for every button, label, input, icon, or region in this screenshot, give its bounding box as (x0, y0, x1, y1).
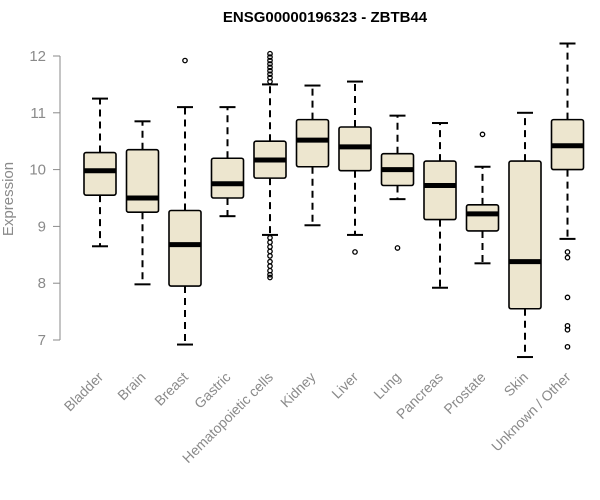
box-bladder (83, 97, 117, 248)
outlier-point (564, 249, 571, 255)
outlier-point (564, 326, 571, 333)
outlier-point (267, 274, 273, 281)
box-gastric (210, 106, 245, 218)
outlier-point (394, 245, 401, 251)
iqr-box (210, 157, 245, 199)
iqr-box (423, 160, 457, 221)
y-axis: 7 8 9 10 11 12 (29, 48, 61, 349)
outlier-point (182, 57, 188, 64)
y-tick-label: 10 (29, 162, 46, 179)
box-kidney (295, 84, 330, 227)
y-axis-title: Expression (0, 162, 17, 236)
iqr-box (168, 209, 202, 287)
outlier-point (267, 57, 273, 64)
boxes (83, 42, 585, 359)
outlier-point (267, 253, 273, 259)
x-category-label: Bladder (61, 369, 107, 415)
box-liver (338, 80, 372, 255)
outlier-point (267, 54, 273, 60)
x-category-label: Liver (328, 369, 361, 402)
y-tick-label: 8 (38, 275, 46, 292)
outlier-point (267, 263, 273, 270)
box-lung (380, 114, 415, 251)
outlier-point (267, 61, 273, 67)
outlier-point (267, 74, 273, 81)
iqr-box (295, 118, 330, 168)
y-tick-label: 11 (30, 105, 46, 122)
box-brain (125, 120, 160, 286)
x-category-label: Unknown / Other (488, 369, 574, 455)
x-category-label: Breast (151, 369, 191, 409)
x-category-label: Pancreas (393, 369, 446, 422)
outlier-point (564, 343, 571, 350)
chart-title: ENSG00000196323 - ZBTB44 (223, 9, 428, 26)
outlier-point (267, 258, 273, 265)
y-tick-label: 9 (38, 218, 46, 235)
iqr-box (83, 151, 117, 196)
x-category-label: Kidney (277, 369, 319, 411)
iqr-box (465, 204, 500, 232)
box-breast (168, 57, 202, 346)
box-unknown-other (550, 42, 585, 350)
iqr-box (125, 148, 160, 214)
outlier-point (564, 254, 571, 261)
outlier-point (564, 294, 571, 301)
outlier-point (267, 67, 273, 74)
y-tick-label: 12 (29, 48, 46, 65)
outlier-point (267, 64, 273, 71)
outlier-point (267, 239, 273, 246)
outlier-point (267, 50, 273, 57)
x-category-label: Brain (114, 369, 148, 403)
outlier-point (267, 243, 273, 250)
box-prostate (465, 131, 500, 265)
box-pancreas (423, 122, 457, 289)
outlier-point (267, 234, 273, 241)
box-skin (508, 111, 542, 359)
x-category-label: Skin (501, 369, 532, 400)
outlier-point (267, 248, 273, 255)
iqr-box (508, 160, 542, 310)
outlier-point (267, 71, 273, 78)
x-category-label: Prostate (440, 369, 488, 417)
box-hematopoietic-cells (253, 50, 287, 281)
y-tick-label: 7 (38, 332, 46, 349)
x-category-label: Lung (370, 369, 403, 402)
outlier-point (352, 249, 358, 255)
outlier-point (479, 131, 486, 138)
